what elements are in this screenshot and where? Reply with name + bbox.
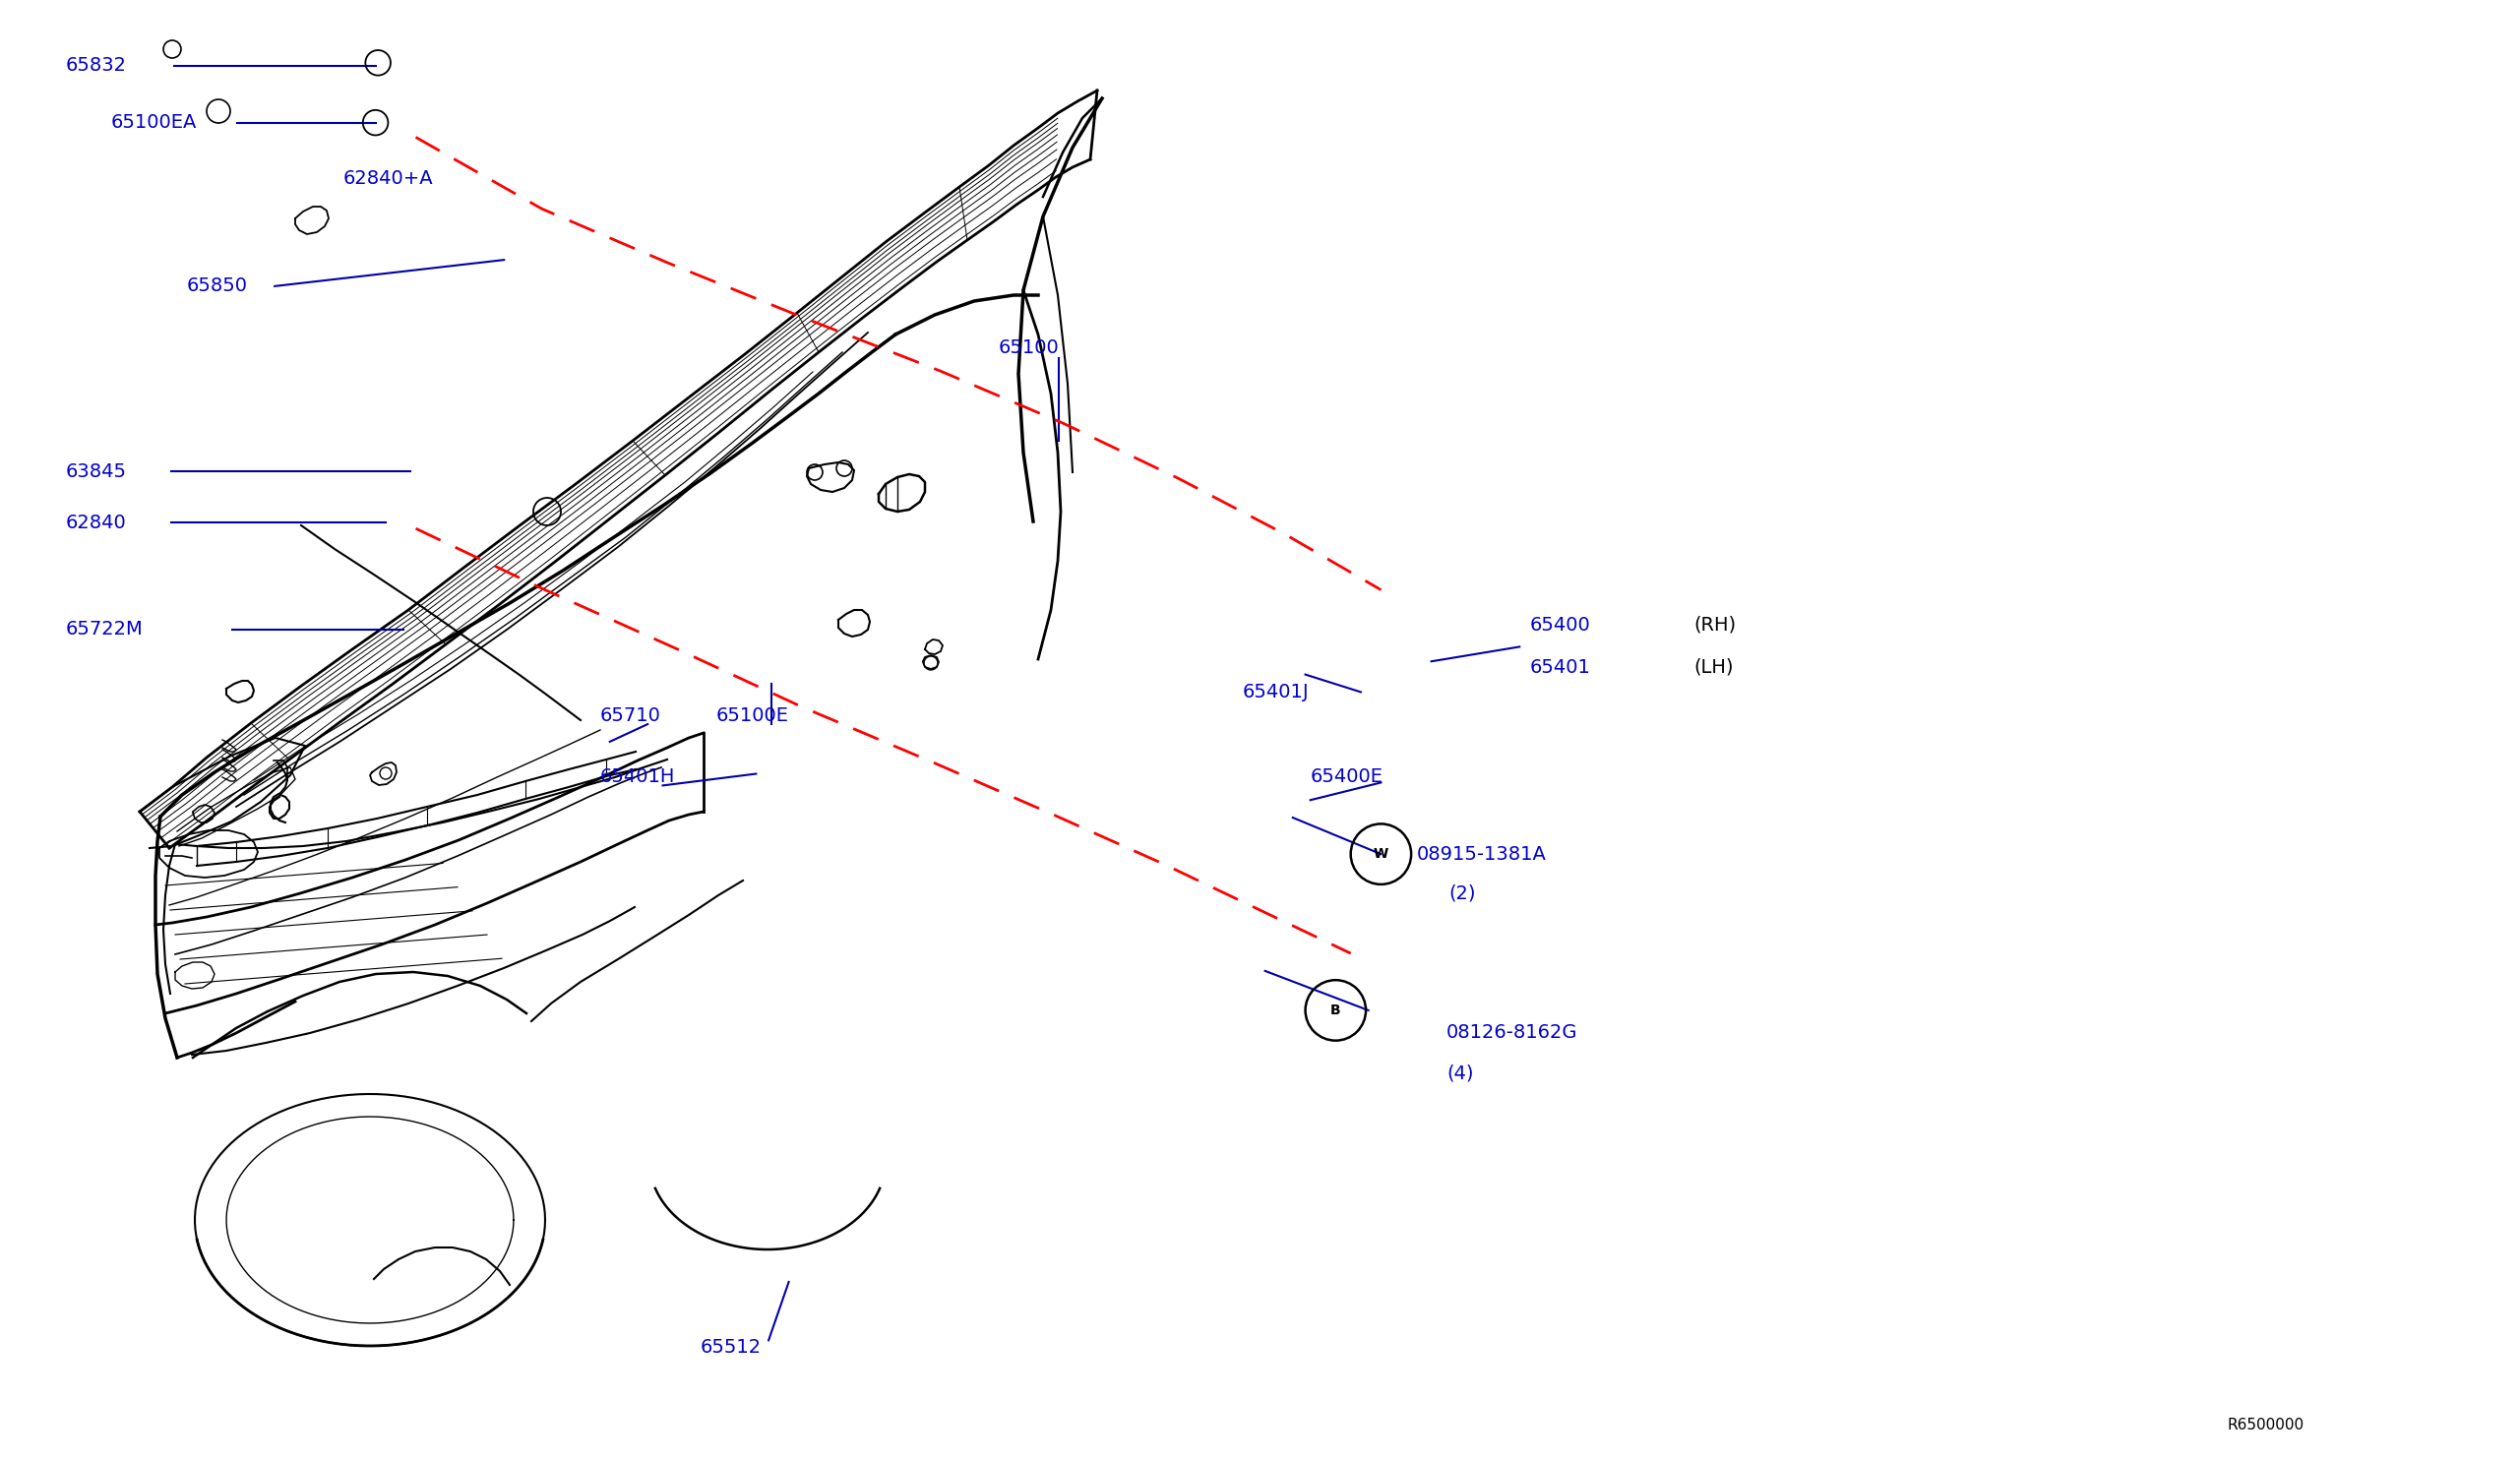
Text: W: W (1373, 847, 1389, 861)
Text: (4): (4) (1446, 1064, 1474, 1082)
Text: 65400: 65400 (1530, 616, 1590, 634)
Text: 62840+A: 62840+A (343, 169, 433, 187)
Text: 08126-8162G: 08126-8162G (1446, 1023, 1578, 1041)
Text: 65100EA: 65100EA (111, 114, 197, 131)
Text: 08915-1381A: 08915-1381A (1416, 845, 1545, 863)
Text: 65832: 65832 (66, 57, 126, 74)
Text: 65710: 65710 (600, 707, 660, 724)
Text: 65400E: 65400E (1310, 768, 1383, 785)
Text: 65722M: 65722M (66, 620, 144, 638)
Text: (2): (2) (1449, 885, 1477, 902)
Text: 65401H: 65401H (600, 768, 675, 785)
Text: 65850: 65850 (186, 277, 247, 295)
Text: 62840: 62840 (66, 514, 126, 531)
Text: 65100E: 65100E (716, 707, 789, 724)
Text: B: B (1331, 1003, 1341, 1018)
Text: 63845: 63845 (66, 463, 126, 480)
Text: 65100: 65100 (998, 339, 1058, 356)
Text: 65512: 65512 (701, 1339, 761, 1356)
Text: (LH): (LH) (1693, 658, 1734, 676)
Text: 65401J: 65401J (1242, 683, 1308, 701)
Text: 65401: 65401 (1530, 658, 1590, 676)
Text: R6500000: R6500000 (2228, 1418, 2306, 1432)
Text: (RH): (RH) (1693, 616, 1736, 634)
